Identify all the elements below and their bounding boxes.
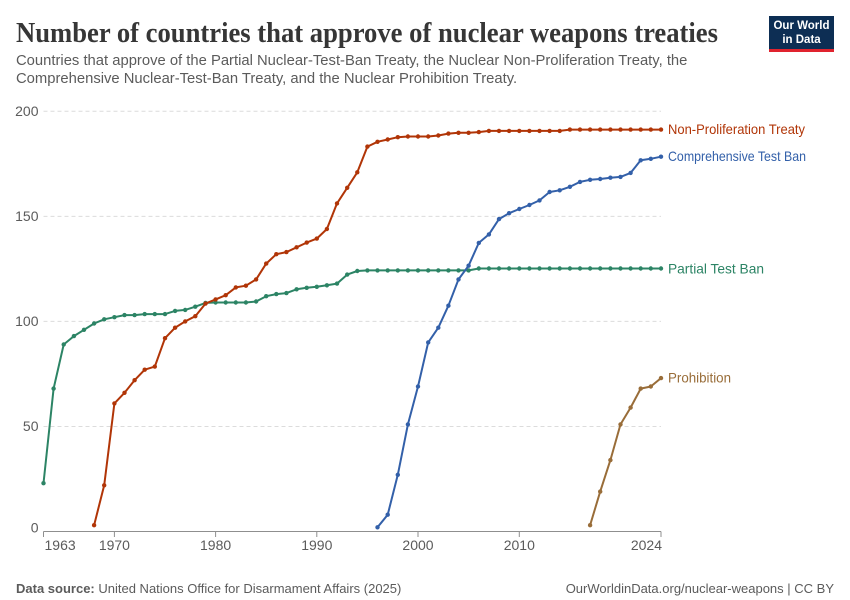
svg-text:2024: 2024 bbox=[631, 537, 662, 553]
svg-text:Partial Test Ban: Partial Test Ban bbox=[668, 260, 764, 276]
svg-text:2010: 2010 bbox=[504, 537, 535, 553]
svg-text:1970: 1970 bbox=[99, 537, 130, 553]
svg-text:Comprehensive Test Ban: Comprehensive Test Ban bbox=[668, 148, 806, 164]
svg-text:0: 0 bbox=[31, 520, 39, 536]
svg-text:1980: 1980 bbox=[200, 537, 231, 553]
svg-text:200: 200 bbox=[15, 103, 39, 119]
svg-text:2000: 2000 bbox=[402, 537, 433, 553]
svg-text:1963: 1963 bbox=[45, 537, 76, 553]
svg-text:Non-Proliferation Treaty: Non-Proliferation Treaty bbox=[668, 121, 805, 137]
svg-text:1990: 1990 bbox=[301, 537, 332, 553]
svg-text:Prohibition: Prohibition bbox=[668, 370, 731, 386]
svg-text:100: 100 bbox=[15, 313, 39, 329]
svg-text:50: 50 bbox=[23, 418, 39, 434]
svg-text:150: 150 bbox=[15, 208, 39, 224]
